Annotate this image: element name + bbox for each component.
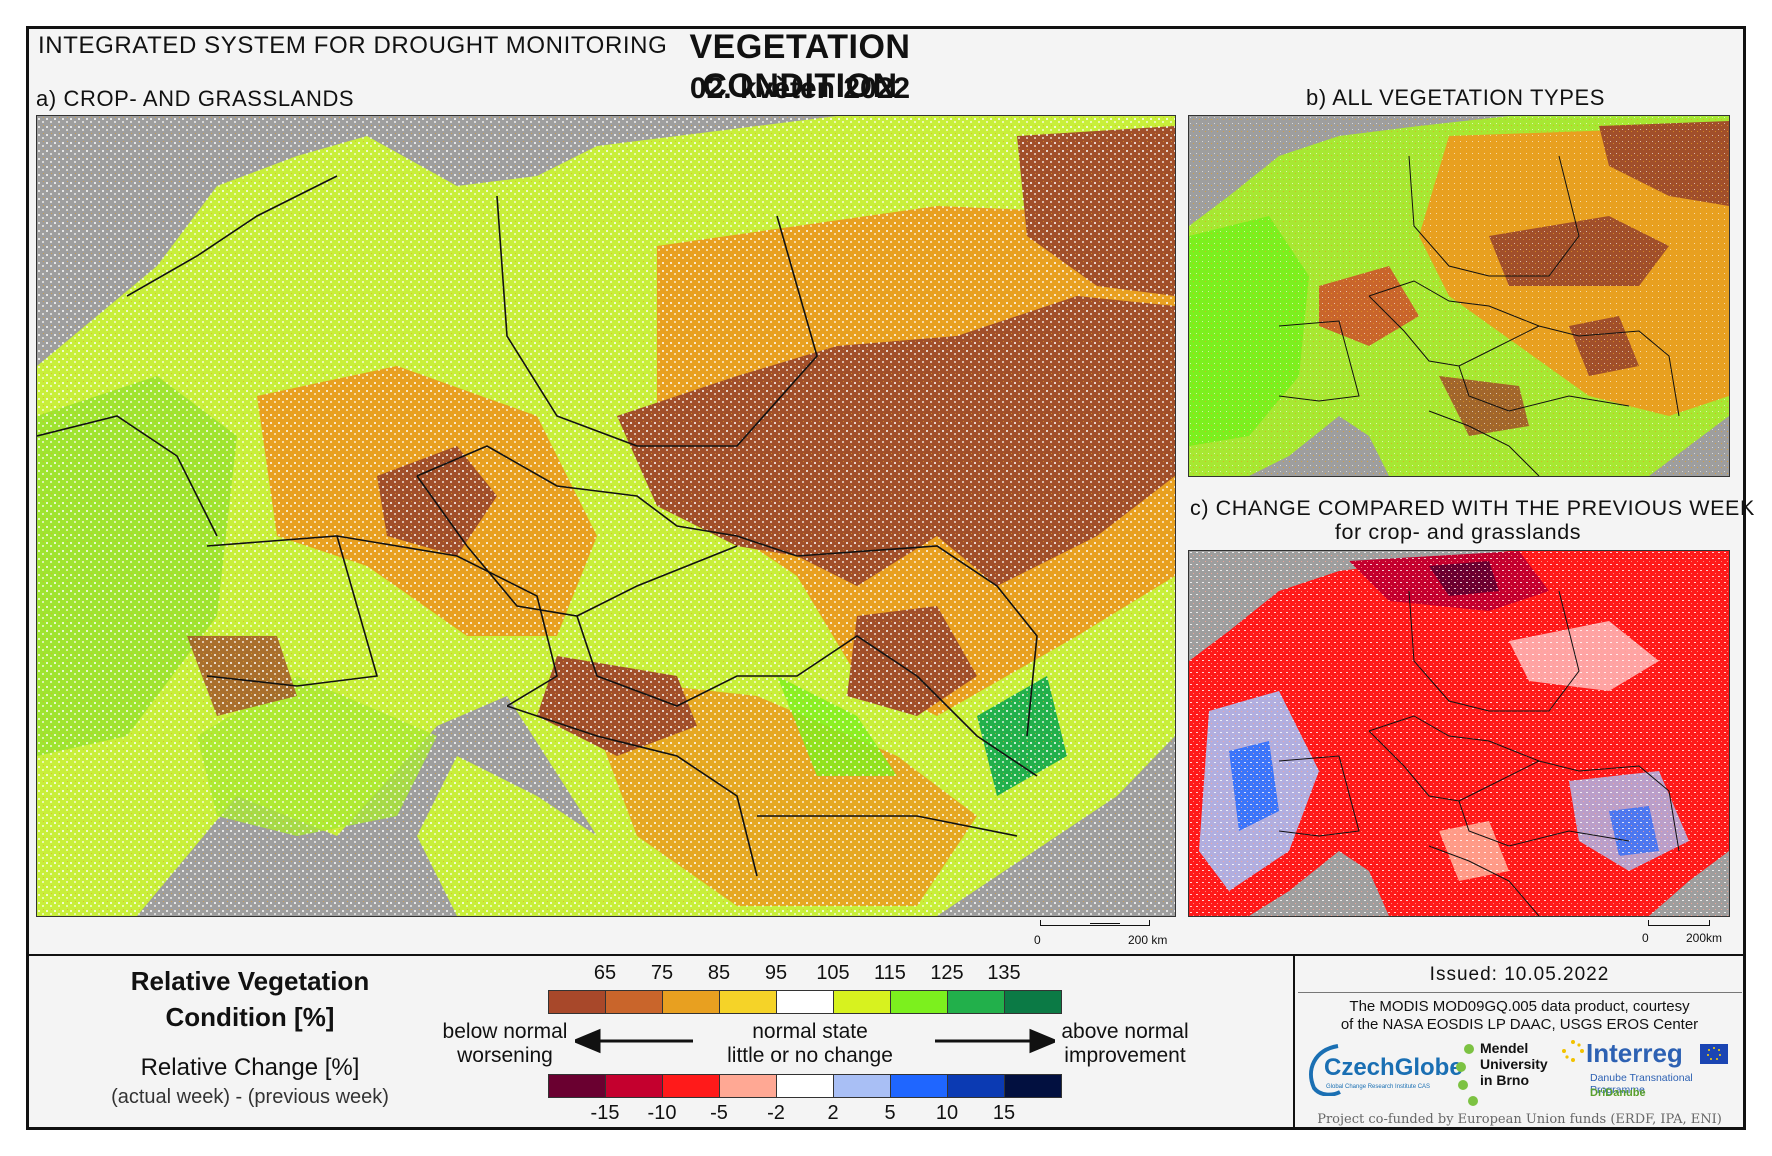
map-panel-c[interactable] xyxy=(1188,550,1730,917)
rc-tick-label: -10 xyxy=(647,1102,677,1124)
rc-swatch xyxy=(605,1074,663,1098)
issued-divider xyxy=(1298,992,1742,993)
panel-a-title: a) CROP- AND GRASSLANDS xyxy=(36,86,355,111)
rvc-swatch xyxy=(1004,990,1062,1014)
czechglobe-name: CzechGlobe xyxy=(1324,1054,1463,1081)
rc-tick-label: 15 xyxy=(992,1102,1016,1124)
mendel-dot-icon xyxy=(1456,1062,1466,1072)
rvc-swatch xyxy=(947,990,1005,1014)
rvc-tick-label: 135 xyxy=(987,962,1021,984)
rc-tick-label: 10 xyxy=(935,1102,959,1124)
direction-arrows xyxy=(575,1028,1055,1054)
system-title: INTEGRATED SYSTEM FOR DROUGHT MONITORING xyxy=(38,32,668,59)
rvc-tick-label: 125 xyxy=(930,962,964,984)
modis-credit-1: The MODIS MOD09GQ.005 data product, cour… xyxy=(1349,998,1690,1015)
date-label: 02. květen 2022 xyxy=(689,72,911,105)
rc-tick-label: 5 xyxy=(884,1102,896,1124)
mendel-line-3: in Brno xyxy=(1480,1072,1529,1088)
mendel-line-1: Mendel xyxy=(1480,1040,1529,1056)
legend-rc-title: Relative Change [%] xyxy=(140,1054,360,1081)
mendel-dot-icon xyxy=(1464,1044,1474,1054)
rc-tick-label: -5 xyxy=(710,1102,728,1124)
mendel-dot-icon xyxy=(1458,1080,1468,1090)
below-label-1: below normal xyxy=(442,1020,568,1043)
legend-rvc-title-1: Relative Vegetation xyxy=(130,966,370,996)
rvc-swatch xyxy=(605,990,663,1014)
rvc-colorbar xyxy=(548,990,1062,1014)
modis-credit-2: of the NASA EOSDIS LP DAAC, USGS EROS Ce… xyxy=(1340,1016,1699,1033)
czechglobe-logo: CzechGlobe Global Change Research Instit… xyxy=(1304,1040,1464,1100)
rc-swatch xyxy=(662,1074,720,1098)
rc-tick-label: -15 xyxy=(590,1102,620,1124)
eu-flag-icon xyxy=(1700,1044,1728,1064)
panel-c-subtitle: for crop- and grasslands xyxy=(1334,520,1582,544)
interreg-programme: Danube Transnational Programme xyxy=(1590,1072,1693,1096)
scalebar-c-zero: 0 xyxy=(1642,931,1649,945)
rc-swatch xyxy=(776,1074,834,1098)
interreg-star-icon xyxy=(1562,1040,1584,1062)
scalebar-c-dist: 200km xyxy=(1686,931,1723,945)
interreg-name: Interreg xyxy=(1586,1038,1683,1068)
issued-date: Issued: 10.05.2022 xyxy=(1429,964,1610,985)
panel-c-title: c) CHANGE COMPARED WITH THE PREVIOUS WEE… xyxy=(1190,496,1755,520)
map-c-graphic xyxy=(1189,551,1729,916)
rc-colorbar xyxy=(548,1074,1062,1098)
rc-tick-label: 2 xyxy=(827,1102,839,1124)
normal-label-1: normal state xyxy=(752,1020,868,1043)
rvc-swatch xyxy=(833,990,891,1014)
rc-swatch xyxy=(947,1074,1005,1098)
rvc-swatch xyxy=(548,990,606,1014)
rvc-swatch xyxy=(776,990,834,1014)
above-label-1: above normal xyxy=(1061,1020,1189,1043)
rvc-tick-label: 115 xyxy=(874,962,906,984)
mendel-logo: Mendel University in Brno xyxy=(1456,1038,1572,1110)
rc-swatch xyxy=(719,1074,777,1098)
map-b-graphic xyxy=(1189,116,1729,476)
map-panel-a[interactable] xyxy=(36,115,1176,917)
rc-swatch xyxy=(833,1074,891,1098)
rc-swatch xyxy=(1004,1074,1062,1098)
rvc-tick-label: 105 xyxy=(816,962,850,984)
above-label-2: improvement xyxy=(1064,1044,1186,1067)
below-label-2: worsening xyxy=(457,1044,553,1067)
legend-rvc-title-2: Condition [%] xyxy=(165,1002,335,1032)
rvc-tick-label: 65 xyxy=(593,962,617,984)
page-title: VEGETATION CONDITION xyxy=(689,28,911,105)
scalebar-a-dist: 200 km xyxy=(1128,933,1168,947)
rvc-swatch xyxy=(719,990,777,1014)
normal-label-2: little or no change xyxy=(727,1044,893,1067)
scalebar-a-zero: 0 xyxy=(1034,933,1041,947)
rvc-swatch xyxy=(890,990,948,1014)
rc-swatch xyxy=(548,1074,606,1098)
czechglobe-sub: Global Change Research Institute CAS xyxy=(1326,1084,1431,1090)
footer-divider xyxy=(28,954,1744,956)
rvc-tick-label: 95 xyxy=(764,962,788,984)
rc-tick-label: -2 xyxy=(767,1102,785,1124)
interreg-project: DriDanube xyxy=(1590,1087,1646,1099)
mendel-line-2: University xyxy=(1480,1056,1548,1072)
panel-b-title: b) ALL VEGETATION TYPES xyxy=(1306,85,1606,110)
credits-divider xyxy=(1293,956,1295,1128)
scalebar-a xyxy=(1040,920,1150,930)
mendel-dot-icon xyxy=(1468,1096,1478,1106)
interreg-logo: Interreg Danube Transnational Programme … xyxy=(1560,1036,1742,1112)
rvc-swatch xyxy=(662,990,720,1014)
legend-rc-subtitle: (actual week) - (previous week) xyxy=(111,1086,389,1108)
cofunded-note: Project co-funded by European Union fund… xyxy=(1317,1112,1722,1127)
map-panel-b[interactable] xyxy=(1188,115,1730,477)
rc-swatch xyxy=(890,1074,948,1098)
rvc-tick-label: 85 xyxy=(707,962,731,984)
czechglobe-swoosh-icon xyxy=(1309,1044,1341,1096)
rvc-tick-label: 75 xyxy=(650,962,674,984)
scalebar-c xyxy=(1648,920,1710,928)
map-a-graphic xyxy=(37,116,1175,916)
